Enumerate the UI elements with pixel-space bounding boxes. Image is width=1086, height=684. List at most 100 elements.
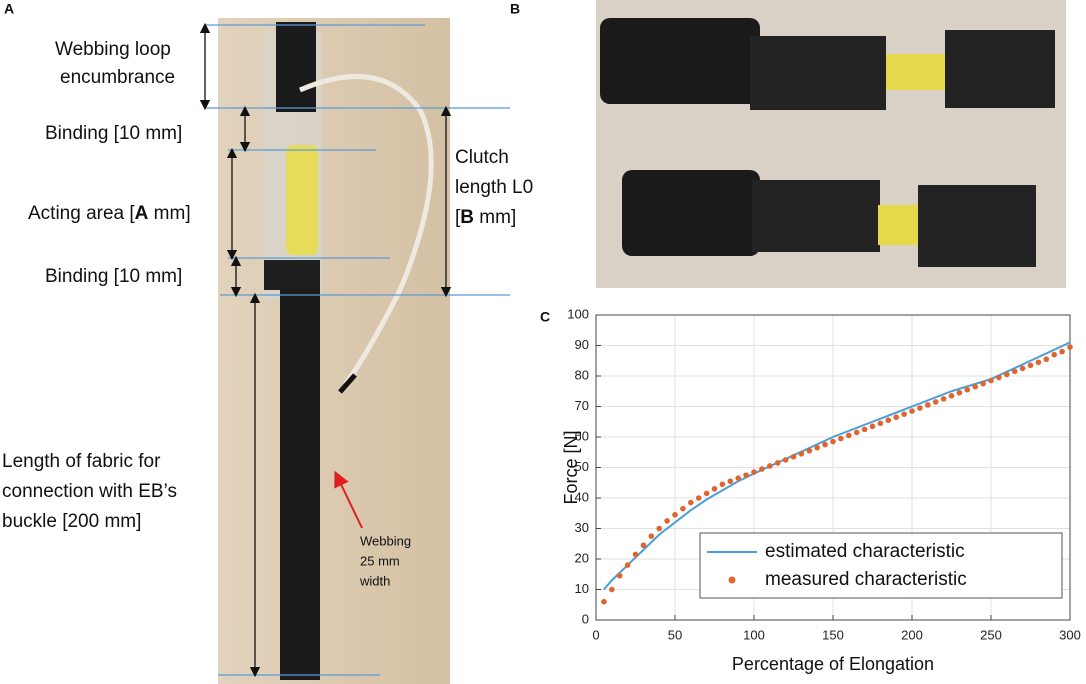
data-point	[964, 386, 971, 393]
data-point	[1051, 351, 1057, 358]
data-point	[861, 426, 868, 433]
data-point	[853, 429, 860, 436]
annotation-part: Acting area [	[28, 203, 135, 224]
x-axis-label: Percentage of Elongation	[732, 654, 934, 674]
annotation-part: B	[460, 207, 474, 228]
data-point	[822, 441, 828, 448]
data-point	[767, 463, 773, 469]
data-point	[798, 450, 805, 457]
data-point	[869, 423, 876, 430]
annotation: Webbing loop	[55, 39, 171, 60]
photo-a	[218, 18, 450, 684]
legend-label: measured characteristic	[765, 569, 967, 590]
data-line	[603, 341, 1071, 591]
data-point	[909, 408, 915, 414]
annotation: [B mm]	[455, 207, 516, 228]
data-point	[774, 460, 781, 466]
y-tick-label: 40	[575, 489, 589, 504]
data-point	[632, 551, 639, 558]
annotation-part: [	[455, 207, 461, 228]
data-point	[695, 495, 702, 501]
data-point	[656, 525, 662, 532]
x-tick-label: 0	[592, 627, 599, 642]
x-tick-label: 250	[980, 627, 1002, 642]
panel-label: B	[510, 1, 520, 17]
legend-box	[699, 532, 1063, 599]
data-point	[956, 389, 963, 396]
data-point	[664, 518, 670, 524]
data-point	[1019, 365, 1026, 372]
data-point	[1035, 359, 1042, 366]
data-point	[980, 380, 986, 387]
x-tick-label: 300	[1059, 627, 1081, 642]
photo-b	[596, 0, 1066, 288]
y-tick-label: 20	[575, 550, 589, 565]
data-point	[1004, 371, 1010, 378]
data-point	[735, 475, 741, 481]
data-point	[790, 454, 797, 460]
annotation: length L0	[455, 177, 533, 198]
data-point	[648, 533, 655, 539]
data-point	[893, 414, 899, 420]
data-point	[830, 438, 836, 445]
x-tick-label: 150	[822, 627, 844, 642]
annotation-part: mm]	[474, 207, 516, 228]
annotation: width	[359, 573, 390, 588]
annotation: encumbrance	[60, 67, 175, 88]
data-point	[688, 499, 694, 506]
annotation-part: A	[135, 203, 149, 224]
data-point	[743, 472, 749, 478]
data-point	[838, 435, 844, 442]
y-tick-label: 30	[575, 520, 589, 535]
data-point	[885, 417, 892, 424]
annotation: Clutch	[455, 147, 509, 168]
data-point	[814, 444, 820, 451]
x-tick-label: 100	[743, 627, 765, 642]
data-point	[925, 402, 931, 408]
data-point	[601, 598, 607, 605]
y-tick-label: 0	[582, 611, 589, 626]
annotation: Webbing	[360, 533, 411, 548]
y-tick-label: 90	[575, 337, 589, 352]
data-point	[703, 490, 710, 497]
data-point	[759, 466, 765, 472]
data-point	[988, 377, 994, 384]
legend-label: estimated characteristic	[765, 541, 965, 562]
data-point	[640, 542, 647, 549]
annotation: buckle [200 mm]	[2, 511, 141, 532]
data-point	[901, 411, 907, 417]
data-point	[609, 586, 615, 593]
data-point	[624, 562, 631, 568]
annotation: Length of fabric for	[2, 451, 161, 472]
y-tick-label: 100	[567, 306, 589, 321]
chart: 0 10 20 30 40 50 60 70 80 90 100 0 50 100 150 200 250 300…	[561, 306, 1081, 673]
annotation: Acting area [A mm]	[28, 203, 191, 224]
annotation: Binding [10 mm]	[45, 123, 182, 144]
data-point	[806, 447, 813, 454]
panel-label: C	[540, 309, 550, 325]
annotation-part: mm]	[148, 203, 190, 224]
data-point	[846, 432, 852, 439]
plot-frame	[595, 314, 1071, 621]
data-point	[1011, 368, 1018, 375]
data-point	[972, 383, 978, 390]
x-tick-label: 50	[668, 627, 682, 642]
data-point	[680, 505, 686, 512]
annotation: 25 mm	[360, 553, 400, 568]
legend-swatch	[728, 576, 736, 584]
data-point	[917, 405, 923, 411]
annotation: connection with EB’s	[2, 481, 177, 502]
annotation: Binding [10 mm]	[45, 266, 182, 287]
data-point	[940, 396, 947, 402]
data-point	[1027, 362, 1034, 369]
x-tick-label: 200	[901, 627, 923, 642]
y-tick-label: 50	[575, 459, 589, 474]
data-point	[719, 481, 726, 488]
y-tick-label: 10	[575, 581, 589, 596]
data-point	[727, 478, 734, 485]
data-point	[782, 457, 789, 463]
data-point	[932, 399, 939, 405]
y-axis-label: Force [N]	[561, 430, 581, 504]
data-point	[1059, 348, 1065, 355]
